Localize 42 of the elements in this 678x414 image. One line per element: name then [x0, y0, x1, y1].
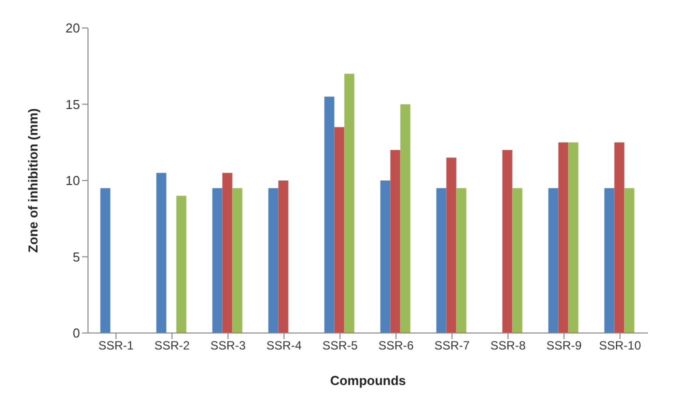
x-tick-label: SSR-8 [490, 338, 526, 353]
y-tick-label: 5 [72, 249, 80, 264]
y-tick-label: 20 [66, 20, 80, 36]
x-tick-label: SSR-6 [378, 338, 414, 353]
x-tick-label: SSR-2 [154, 338, 190, 353]
y-tick-label: 15 [66, 96, 80, 112]
x-tick-label: SSR-3 [210, 338, 246, 353]
bar [400, 104, 410, 333]
bar [604, 188, 614, 333]
bar [222, 172, 232, 333]
bar [548, 188, 558, 333]
y-tick-label: 10 [66, 173, 80, 188]
y-tick-label: 0 [72, 326, 80, 341]
bar [446, 158, 456, 333]
bar [176, 196, 186, 333]
bar [558, 142, 568, 333]
bar [344, 74, 354, 333]
bar [100, 188, 110, 333]
x-tick-label: SSR-4 [266, 338, 302, 353]
bar [268, 188, 278, 333]
bar [624, 188, 634, 333]
bar [334, 127, 344, 333]
y-axis-title: Zone of inhibition (mm) [26, 108, 41, 253]
x-tick-label: SSR-1 [98, 338, 134, 353]
bar [390, 150, 400, 333]
x-tick-label: SSR-10 [598, 338, 642, 353]
bar [436, 188, 446, 333]
bar [456, 188, 466, 333]
bar [380, 180, 390, 333]
bar [232, 188, 242, 333]
bar [278, 180, 288, 333]
bar [502, 150, 512, 333]
bar [568, 142, 578, 333]
bar [212, 188, 222, 333]
bar [614, 142, 624, 333]
x-tick-label: SSR-7 [434, 338, 470, 353]
x-axis-title: Compounds [330, 373, 406, 388]
bar [156, 172, 166, 333]
bar [324, 96, 334, 333]
bar [512, 188, 522, 333]
x-tick-label: SSR-9 [546, 338, 582, 353]
x-tick-label: SSR-5 [322, 338, 358, 353]
